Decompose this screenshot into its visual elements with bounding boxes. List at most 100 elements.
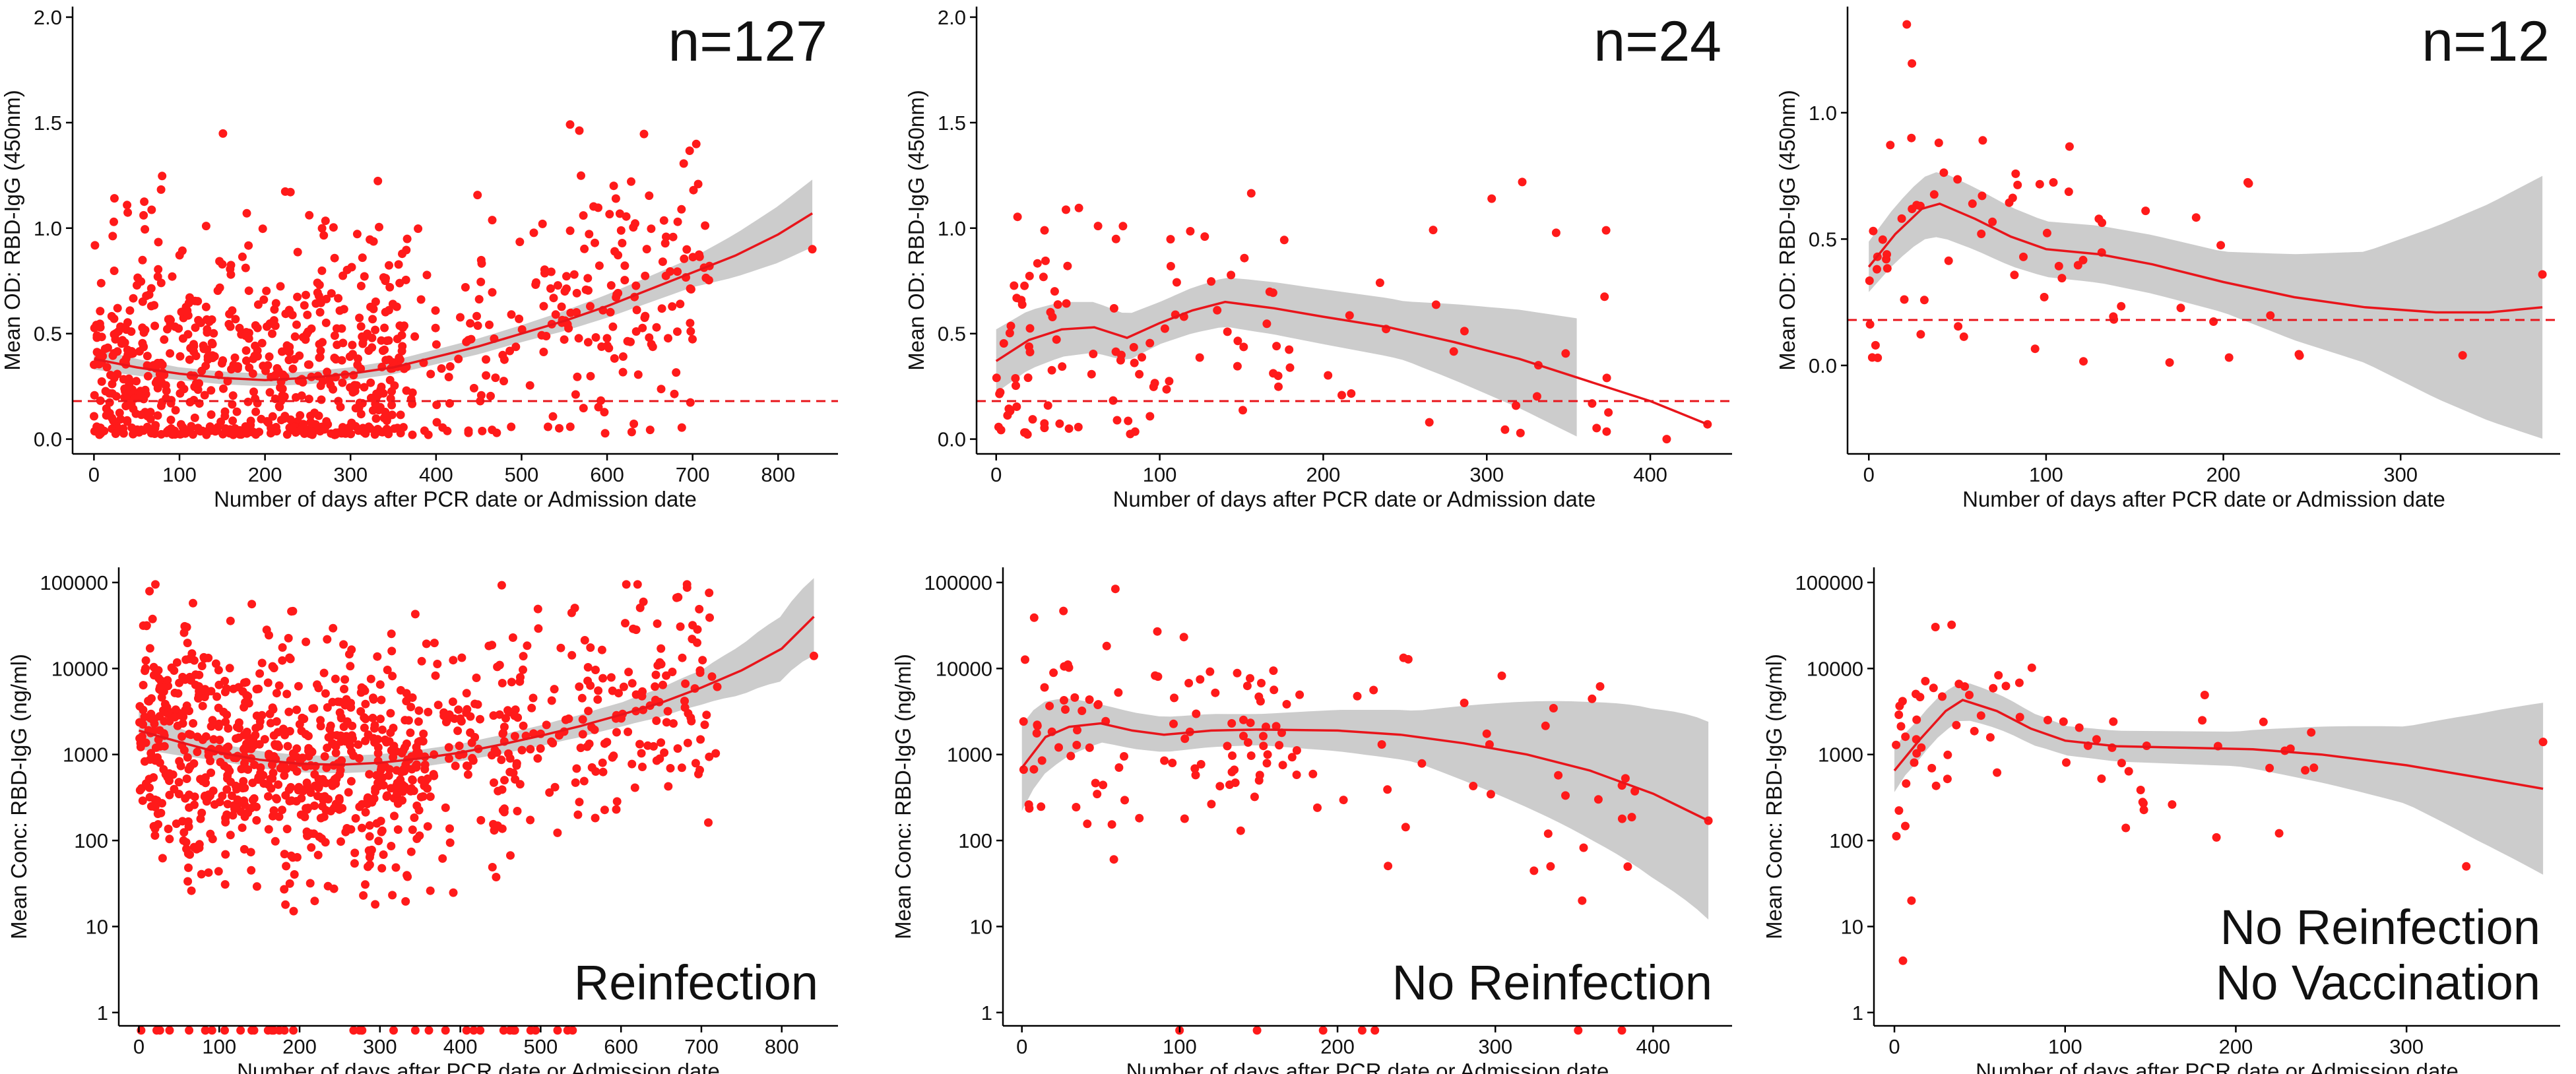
data-point [1985, 733, 1995, 742]
data-point [610, 354, 619, 363]
data-point [444, 373, 453, 381]
data-point [110, 330, 119, 339]
data-point [2209, 317, 2218, 326]
data-point [677, 423, 686, 432]
data-point [445, 399, 454, 408]
data-point [1944, 256, 1953, 265]
data-point [116, 415, 125, 424]
data-point [347, 263, 356, 272]
data-point [526, 1026, 535, 1035]
data-point [402, 871, 412, 880]
data-point [165, 835, 174, 844]
data-point [1927, 763, 1937, 773]
data-point [172, 819, 181, 829]
data-point [590, 725, 599, 734]
data-point [353, 360, 362, 369]
data-point [170, 784, 179, 794]
data-point [445, 838, 455, 847]
data-point [1369, 685, 1378, 695]
data-point [808, 245, 817, 254]
data-point [338, 378, 347, 387]
data-point [141, 225, 150, 234]
data-point [414, 748, 423, 757]
data-point [693, 179, 703, 189]
data-point [577, 171, 585, 180]
data-point [1908, 205, 1917, 214]
data-point [369, 734, 378, 743]
data-point [375, 222, 383, 232]
data-point [2309, 763, 2319, 773]
data-point [1045, 701, 1054, 711]
data-point [154, 237, 163, 247]
data-point [1602, 373, 1611, 383]
data-point [1160, 324, 1169, 333]
data-point [1339, 796, 1348, 805]
data-point [221, 817, 230, 827]
data-point [165, 1026, 174, 1035]
y-tick-label: 10000 [936, 657, 992, 680]
data-point [1124, 416, 1133, 426]
data-point [321, 318, 331, 327]
data-point [662, 718, 671, 727]
data-point [204, 653, 213, 662]
data-point [1592, 424, 1601, 433]
data-point [652, 716, 661, 725]
data-point [2165, 358, 2174, 367]
y-tick-label: 0.0 [34, 428, 62, 451]
data-point [2301, 766, 2310, 775]
data-point [246, 848, 255, 857]
data-point [2307, 728, 2316, 737]
data-point [1200, 232, 1209, 241]
data-point [173, 721, 182, 730]
data-point [583, 338, 593, 347]
data-point [282, 825, 292, 834]
data-point [1145, 412, 1155, 421]
data-point [412, 835, 422, 843]
data-point [591, 333, 600, 342]
y-tick-label: 1000 [947, 743, 992, 767]
data-point [214, 680, 224, 689]
data-point [631, 625, 641, 635]
data-point [1337, 391, 1346, 400]
data-point [253, 300, 263, 309]
x-tick-label: 600 [604, 1035, 638, 1058]
data-point [142, 779, 150, 788]
data-point [1908, 59, 1917, 68]
data-point [183, 639, 192, 648]
data-point [150, 795, 160, 804]
data-point [655, 754, 664, 763]
data-point [220, 1026, 229, 1035]
data-point [152, 376, 162, 385]
data-point [139, 210, 148, 220]
data-point [150, 301, 159, 310]
data-point [1254, 776, 1264, 785]
data-point [96, 278, 106, 288]
data-point [406, 847, 416, 856]
data-point [240, 844, 249, 854]
data-point [359, 427, 368, 437]
data-point [686, 285, 695, 294]
data-point [239, 776, 248, 786]
data-point [310, 770, 319, 779]
data-point [621, 619, 629, 628]
data-point [252, 802, 261, 811]
data-point [2109, 717, 2118, 726]
data-point [214, 719, 224, 728]
data-point [398, 342, 407, 351]
data-point [1578, 896, 1587, 905]
data-point [1978, 191, 1987, 201]
y-tick-label: 100000 [40, 571, 108, 594]
data-point [542, 720, 551, 730]
data-point [416, 295, 426, 304]
data-point [1223, 327, 1232, 336]
data-point [358, 339, 368, 348]
data-point [368, 406, 377, 415]
data-point [249, 387, 258, 396]
data-point [1912, 715, 1921, 724]
data-point [2117, 301, 2126, 311]
data-point [676, 622, 685, 631]
data-point [2139, 806, 2148, 815]
data-point [244, 286, 253, 296]
data-point [700, 720, 709, 730]
data-point [278, 806, 286, 815]
